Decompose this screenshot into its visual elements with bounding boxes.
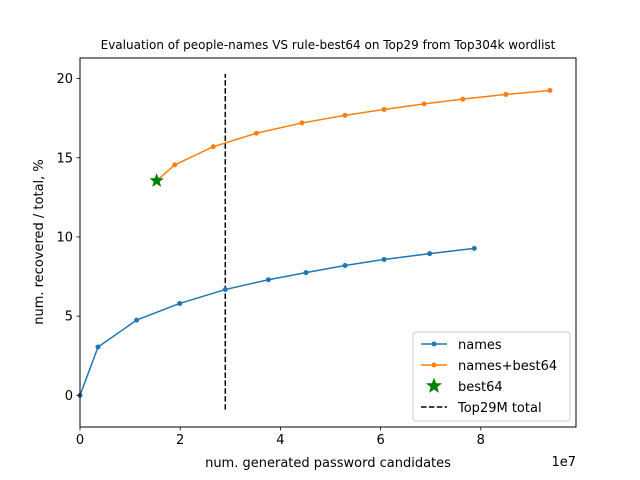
names-best64-point: [299, 120, 305, 126]
names-point: [471, 245, 477, 251]
legend-best64-star-icon: [425, 377, 443, 393]
names-best64-point: [460, 96, 466, 102]
legend-top29m-label: Top29M total: [457, 401, 542, 416]
y-tick-label: 5: [65, 310, 73, 325]
names-best64-point: [503, 91, 509, 97]
names-point: [265, 277, 271, 283]
x-tick-label: 0: [76, 433, 84, 448]
legend-names-label: names: [458, 338, 502, 353]
x-tick-label: 2: [176, 433, 184, 448]
y-tick-label: 0: [65, 389, 73, 404]
plot-frame: [79, 57, 577, 428]
x-tick-label: 8: [477, 433, 485, 448]
x-tick-label: 4: [276, 433, 284, 448]
x-axis: 0 2 4 6 8: [76, 427, 485, 448]
names-point: [177, 300, 183, 306]
names-best64-point: [421, 101, 427, 107]
legend-best64-label: best64: [458, 380, 503, 395]
y-axis-label: num. recovered / total, %: [32, 159, 47, 325]
names-point: [381, 256, 387, 262]
y-tick-label: 10: [56, 230, 73, 245]
names-point: [95, 344, 101, 350]
names-best64-point: [210, 144, 216, 150]
y-tick-label: 20: [56, 72, 73, 87]
names-best64-point: [547, 87, 553, 93]
names-best64-series-line: [156, 89, 551, 182]
names-best64-point: [253, 130, 259, 136]
x-axis-offset-label: 1e7: [551, 455, 576, 470]
legend: names names+best64 best64 Top29M total: [412, 331, 571, 422]
names-point: [427, 251, 433, 257]
x-tick-label: 6: [376, 433, 384, 448]
chart-title: Evaluation of people-names VS rule-best6…: [101, 38, 556, 52]
legend-names-marker: [431, 341, 437, 347]
legend-box: [412, 331, 571, 422]
names-point: [303, 270, 309, 276]
plot-area: [77, 73, 553, 410]
x-axis-label: num. generated password candidates: [205, 456, 451, 471]
legend-names-best64-marker: [431, 362, 437, 368]
names-best64-point: [381, 106, 387, 112]
legend-names-best64-label: names+best64: [458, 359, 557, 374]
names-point: [342, 262, 348, 268]
names-point: [134, 317, 140, 323]
y-tick-label: 15: [56, 151, 73, 166]
names-point: [222, 287, 228, 293]
names-best64-point: [342, 112, 348, 118]
names-best64-point: [172, 162, 178, 168]
best64-star-marker: [149, 173, 165, 187]
y-axis: 0 5 10 15 20: [56, 72, 80, 404]
